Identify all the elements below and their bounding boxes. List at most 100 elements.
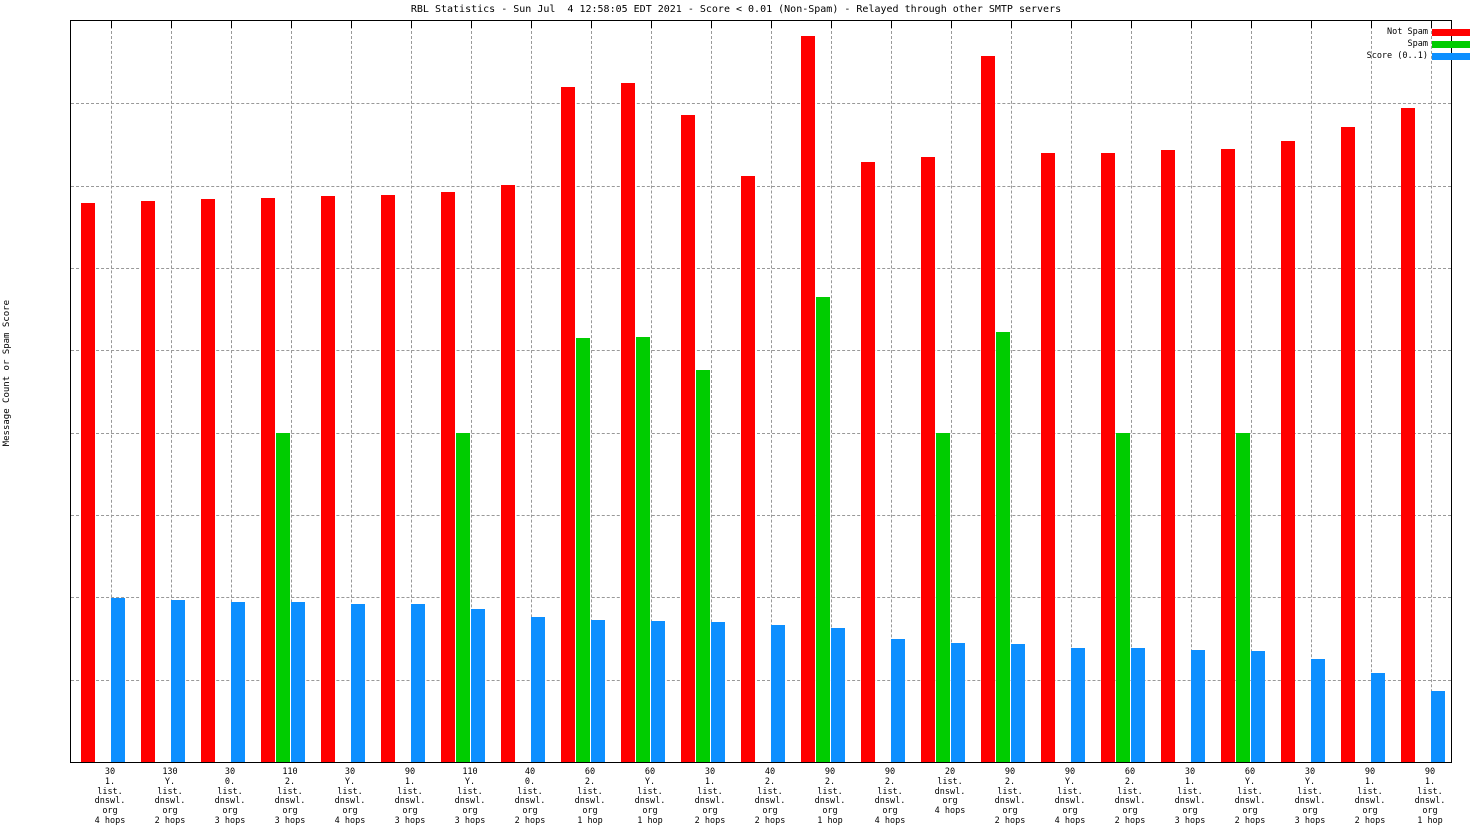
x-tick-mark (471, 21, 472, 28)
bar-score-0-1 (711, 622, 725, 762)
x-tick-label: 30 0. list. dnswl. org 3 hops (214, 767, 246, 826)
x-tick-mark (1131, 21, 1132, 28)
bar-score-0-1 (291, 602, 305, 762)
x-tick-label: 90 2. list. dnswl. org 4 hops (874, 767, 906, 826)
x-tick-label: 90 Y. list. dnswl. org 4 hops (1054, 767, 1086, 826)
bar-spam (576, 338, 590, 762)
bar-score-0-1 (1311, 658, 1325, 762)
x-tick-mark (651, 21, 652, 28)
bar-score-0-1 (1071, 648, 1085, 762)
bar-score-0-1 (1431, 690, 1445, 762)
legend-label: Score (0..1) (1366, 51, 1428, 61)
bar-not-spam (981, 55, 995, 762)
bar-not-spam (321, 196, 335, 762)
gridline-vertical (291, 21, 292, 762)
x-tick-mark (891, 21, 892, 28)
bar-not-spam (1221, 148, 1235, 762)
x-tick-label: 90 1. list. dnswl. org 3 hops (394, 767, 426, 826)
gridline-vertical (1311, 21, 1312, 762)
x-tick-mark (351, 21, 352, 28)
x-tick-mark (531, 21, 532, 28)
x-tick-mark (591, 21, 592, 28)
bar-not-spam (261, 197, 275, 762)
gridline-vertical (1371, 21, 1372, 762)
bar-score-0-1 (1131, 648, 1145, 762)
bar-not-spam (81, 203, 95, 762)
bar-score-0-1 (891, 639, 905, 762)
gridline-horizontal (71, 432, 1451, 434)
x-tick-mark (111, 21, 112, 28)
bar-score-0-1 (171, 599, 185, 762)
x-tick-label: 30 1. list. dnswl. org 2 hops (694, 767, 726, 826)
x-tick-mark (1191, 21, 1192, 28)
x-tick-label: 40 2. list. dnswl. org 2 hops (754, 767, 786, 826)
bar-spam (456, 432, 470, 762)
gridline-horizontal (71, 103, 1451, 105)
x-tick-mark (1251, 21, 1252, 28)
bar-not-spam (621, 83, 635, 762)
bar-score-0-1 (591, 620, 605, 762)
bar-score-0-1 (111, 597, 125, 762)
gridline-vertical (471, 21, 472, 762)
bar-not-spam (741, 175, 755, 762)
x-tick-label: 60 2. list. dnswl. org 1 hop (574, 767, 606, 826)
x-tick-label: 90 2. list. dnswl. org 1 hop (814, 767, 846, 826)
gridline-vertical (531, 21, 532, 762)
x-tick-label: 110 2. list. dnswl. org 3 hops (274, 767, 306, 826)
x-tick-label: 130 Y. list. dnswl. org 2 hops (154, 767, 186, 826)
x-tick-mark (231, 21, 232, 28)
gridline-vertical (1011, 21, 1012, 762)
bar-score-0-1 (1251, 651, 1265, 762)
bar-not-spam (441, 191, 455, 762)
bar-spam (1236, 432, 1250, 762)
bar-not-spam (1161, 150, 1175, 762)
bar-not-spam (1401, 107, 1415, 762)
gridline-horizontal (71, 679, 1451, 681)
bar-not-spam (681, 114, 695, 762)
legend-entry: Not Spam (1367, 26, 1470, 38)
x-tick-mark (1431, 21, 1432, 28)
bar-spam (636, 337, 650, 762)
bar-score-0-1 (351, 604, 365, 762)
bar-spam (996, 332, 1010, 762)
legend-label: Spam (1407, 39, 1428, 49)
gridline-vertical (891, 21, 892, 762)
bar-score-0-1 (771, 625, 785, 762)
gridline-horizontal (71, 185, 1451, 187)
x-tick-mark (171, 21, 172, 28)
legend-swatch (1432, 40, 1470, 48)
gridline-vertical (1251, 21, 1252, 762)
x-tick-mark (1011, 21, 1012, 28)
x-tick-label: 30 1. list. dnswl. org 4 hops (94, 767, 126, 826)
gridline-vertical (1431, 21, 1432, 762)
x-tick-label: 20 list. dnswl. org 4 hops (934, 767, 966, 817)
bar-spam (1116, 432, 1130, 762)
x-tick-label: 60 Y. list. dnswl. org 1 hop (634, 767, 666, 826)
gridline-vertical (1191, 21, 1192, 762)
bar-not-spam (201, 198, 215, 762)
x-tick-mark (771, 21, 772, 28)
x-tick-label: 30 Y. list. dnswl. org 4 hops (334, 767, 366, 826)
gridline-vertical (831, 21, 832, 762)
legend-swatch (1432, 52, 1470, 60)
x-tick-label: 30 1. list. dnswl. org 3 hops (1174, 767, 1206, 826)
bar-score-0-1 (1191, 649, 1205, 762)
gridline-vertical (171, 21, 172, 762)
legend-swatch (1432, 28, 1470, 36)
gridline-vertical (411, 21, 412, 762)
chart-title: RBL Statistics - Sun Jul 4 12:58:05 EDT … (410, 4, 1062, 15)
x-tick-mark (951, 21, 952, 28)
bar-not-spam (1101, 152, 1115, 762)
bar-spam (696, 369, 710, 762)
gridline-horizontal (71, 268, 1451, 269)
bar-score-0-1 (531, 617, 545, 762)
gridline-vertical (1071, 21, 1072, 762)
bar-not-spam (501, 184, 515, 762)
x-tick-mark (291, 21, 292, 28)
gridline-vertical (351, 21, 352, 762)
plot-area (70, 20, 1452, 763)
bar-spam (276, 432, 290, 762)
gridline-vertical (111, 21, 112, 762)
gridline-vertical (1131, 21, 1132, 762)
